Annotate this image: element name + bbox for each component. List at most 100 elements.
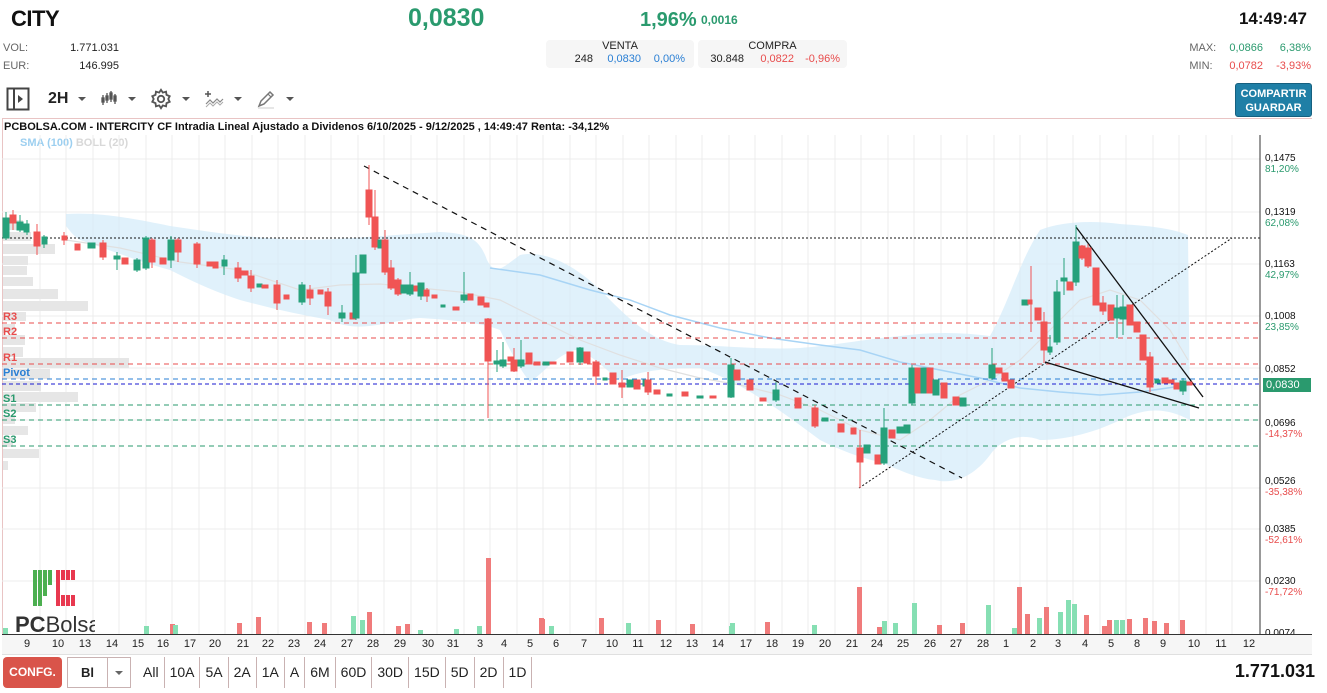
x-tick-label: 27 — [340, 638, 354, 650]
trendline-down-1 — [363, 165, 963, 479]
range-button-1a[interactable]: 1A — [257, 657, 285, 688]
y-tick-0: 0,1475 81,20% — [1265, 153, 1299, 175]
range-button-5d[interactable]: 5D — [446, 657, 475, 688]
indicators-dropdown[interactable] — [204, 89, 243, 109]
legend-sma[interactable]: SMA (100) — [20, 137, 73, 149]
candlestick-icon — [101, 91, 118, 105]
range-button-60d[interactable]: 60D — [336, 657, 373, 688]
last-price: 0,0830 — [408, 4, 485, 32]
x-tick-label: 4 — [1081, 638, 1089, 650]
x-tick-label: 4 — [500, 638, 508, 650]
y-tick-5: 0,0696 -14,37% — [1265, 418, 1303, 440]
venta-title: VENTA — [602, 40, 638, 52]
range-button-30d[interactable]: 30D — [372, 657, 410, 688]
y-tick-7: 0,0385 -52,61% — [1265, 524, 1303, 546]
chevron-down-icon — [286, 97, 295, 101]
pcbolsa-logo-icon: PCBolsa — [15, 570, 101, 637]
x-tick-label: 11 — [1215, 638, 1227, 650]
indicator-legend: SMA (100) BOLL (20) — [20, 137, 128, 149]
range-button-2d[interactable]: 2D — [475, 657, 504, 688]
x-tick-label: 28 — [366, 638, 380, 650]
y-tick-1: 0,1319 62,08% — [1265, 207, 1299, 229]
settings-dropdown[interactable] — [150, 88, 191, 110]
min-pct: -3,93% — [1276, 60, 1311, 72]
sidebar-toggle-icon — [6, 87, 30, 111]
x-tick-label: 13 — [685, 638, 699, 650]
x-tick-label: 18 — [765, 638, 779, 650]
chart-toolbar: 2H — [6, 86, 308, 112]
bollinger-band — [66, 213, 1190, 482]
y-tick-8: 0,0230 -71,72% — [1265, 576, 1303, 598]
x-tick-label: 27 — [949, 638, 963, 650]
x-tick-label: 17 — [739, 638, 753, 650]
candlesticks — [2, 165, 1193, 488]
interval-value: 2H — [48, 90, 69, 107]
share-label: COMPARTIR — [1240, 88, 1307, 100]
change-pct: 1,96% — [640, 9, 697, 31]
trendline-wedge-bottom — [1044, 361, 1200, 409]
sidebar-toggle-button[interactable] — [6, 87, 30, 111]
x-tick-label: 20 — [208, 638, 222, 650]
y-tick-6: 0,0526 -35,38% — [1265, 476, 1303, 498]
share-save-button[interactable]: COMPARTIR GUARDAR — [1235, 83, 1312, 117]
max-value: 0,0866 — [1229, 42, 1263, 54]
x-tick-label: 10 — [51, 638, 65, 650]
chevron-down-icon — [78, 97, 87, 101]
x-tick-label: 21 — [236, 638, 250, 650]
legend-boll[interactable]: BOLL (20) — [75, 137, 129, 149]
range-selector: All 10A 5A 2A 1A A 6M 60D 30D 15D 5D 2D 1D — [138, 657, 533, 688]
drawing-tools-dropdown[interactable] — [256, 89, 295, 109]
chevron-down-icon — [128, 97, 137, 101]
x-tick-label: 21 — [845, 638, 859, 650]
y-tick-9: 0,0074 — [1265, 628, 1296, 634]
mode-select[interactable]: Bl — [67, 657, 131, 688]
range-button-10a[interactable]: 10A — [165, 657, 201, 688]
compra-box: COMPRA 30.848 0,0822 -0,96% — [698, 40, 847, 68]
x-tick-label: 3 — [1054, 638, 1062, 650]
s3-label: S3 — [3, 434, 17, 446]
y-tick-2: 0,1163 42,97% — [1265, 259, 1299, 281]
s2-label: S2 — [3, 408, 17, 420]
interval-dropdown[interactable]: 2H — [44, 90, 87, 108]
range-button-all[interactable]: All — [138, 657, 165, 688]
x-tick-label: 10 — [605, 638, 619, 650]
max-pct: 6,38% — [1279, 42, 1311, 54]
range-button-5a[interactable]: 5A — [200, 657, 229, 688]
indicator-icon — [205, 91, 224, 108]
r2-label: R2 — [3, 326, 18, 338]
x-tick-label: 25 — [896, 638, 910, 650]
x-tick-label: 3 — [476, 638, 484, 650]
range-button-a[interactable]: A — [285, 657, 306, 688]
chart-frame — [2, 118, 1312, 638]
range-button-1d[interactable]: 1D — [504, 657, 533, 688]
y-tick-4: 0,0852 — [1265, 364, 1296, 375]
x-tick-label: 13 — [78, 638, 92, 650]
chart-type-dropdown[interactable] — [100, 90, 137, 108]
chevron-down-icon[interactable] — [108, 658, 130, 687]
range-button-15d[interactable]: 15D — [409, 657, 446, 688]
change-abs: 0,0016 — [701, 13, 738, 27]
x-tick-label: 23 — [287, 638, 301, 650]
eur-value: 146.995 — [79, 60, 119, 72]
eur-label: EUR: — [3, 60, 30, 72]
trendline-wedge-top — [1075, 226, 1204, 398]
save-label: GUARDAR — [1245, 102, 1302, 114]
x-tick-label: 19 — [791, 638, 805, 650]
range-button-6m[interactable]: 6M — [305, 657, 336, 688]
x-axis: 9 10 13 14 15 16 17 20 21 22 23 24 27 28 29 30 31 3 4 5 6 7 10… — [2, 634, 1312, 655]
x-tick-label: 5 — [526, 638, 534, 650]
x-tick-label: 29 — [393, 638, 407, 650]
venta-price: 0,0830 — [607, 53, 641, 65]
vol-value: 1.771.031 — [70, 42, 119, 54]
last-price-tag: 0,0830 — [1263, 378, 1311, 392]
x-tick-label: 9 — [1159, 638, 1167, 650]
pcbolsa-logo: PCBolsa — [15, 562, 101, 639]
config-button[interactable]: CONFG. — [3, 657, 62, 688]
range-button-2a[interactable]: 2A — [229, 657, 257, 688]
max-row: MAX: 0,0866 6,38% — [1189, 42, 1311, 54]
x-tick-label: 20 — [818, 638, 832, 650]
volume-total: 1.771.031 — [1234, 661, 1315, 681]
venta-pct: 0,00% — [653, 53, 685, 65]
chevron-down-icon — [234, 97, 243, 101]
